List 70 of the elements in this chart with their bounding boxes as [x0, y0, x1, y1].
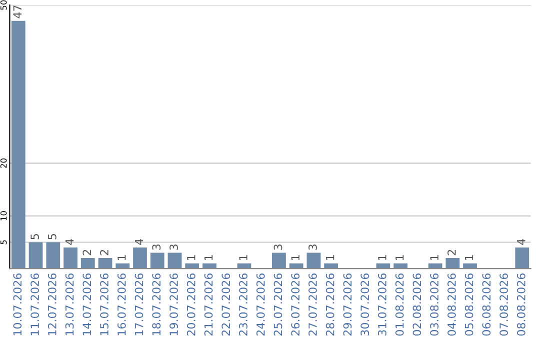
data-label: 4 — [134, 238, 144, 245]
x-tick-label: 31.07.2026 — [378, 273, 386, 336]
y-tick-label: 10 — [0, 211, 7, 220]
x-tick-label: 26.07.2026 — [291, 273, 300, 336]
x-tick-label: 14.07.2026 — [82, 273, 92, 336]
bar — [28, 242, 43, 269]
x-tick-label: 05.08.2026 — [464, 273, 474, 336]
bar — [80, 258, 95, 269]
bar — [272, 252, 286, 269]
data-label: 1 — [396, 255, 404, 260]
bar — [98, 258, 112, 269]
x-tick-label: 28.07.2026 — [326, 273, 334, 336]
x-tick-label: 17.07.2026 — [134, 273, 144, 336]
x-tick-label: 06.08.2026 — [482, 273, 491, 336]
x-tick-label: 21.07.2026 — [204, 273, 213, 336]
y-tick-label: 50 — [0, 0, 7, 10]
bar — [515, 248, 530, 269]
data-label: 5 — [48, 234, 56, 240]
data-label: 3 — [308, 244, 317, 250]
x-tick-label: 08.08.2026 — [516, 273, 526, 336]
bar — [46, 242, 60, 269]
x-tick-label: 02.08.2026 — [412, 273, 422, 336]
data-label: 3 — [152, 244, 161, 250]
x-tick-label: 22.07.2026 — [222, 273, 230, 336]
x-tick-label: 18.07.2026 — [152, 273, 161, 336]
x-tick-label: 29.07.2026 — [343, 273, 352, 336]
bar — [306, 252, 321, 269]
data-label: 2 — [447, 250, 456, 256]
x-tick-label: 20.07.2026 — [186, 273, 196, 336]
bar — [133, 248, 147, 269]
bar — [64, 248, 78, 269]
x-tick-label: 07.08.2026 — [500, 273, 508, 336]
y-tick-label: 20 — [0, 158, 7, 168]
x-tick-label: 13.07.2026 — [65, 273, 74, 336]
x-tick-label: 23.07.2026 — [239, 273, 248, 336]
x-tick-label: 30.07.2026 — [360, 273, 370, 336]
data-label: 2 — [82, 250, 91, 256]
x-tick-label: 11.07.2026 — [30, 273, 39, 336]
bar — [150, 252, 164, 269]
data-label: 1 — [378, 255, 386, 260]
y-tick-label: 5 — [0, 240, 7, 244]
data-label: 1 — [118, 255, 126, 260]
x-tick-label: 10.07.2026 — [13, 273, 22, 336]
x-tick-label: 27.07.2026 — [308, 273, 317, 336]
data-label: 3 — [274, 244, 282, 250]
data-label: 1 — [464, 255, 474, 260]
data-label: 2 — [100, 250, 108, 256]
bar — [168, 252, 182, 269]
data-label: 1 — [239, 255, 248, 260]
x-tick-label: 16.07.2026 — [117, 273, 126, 336]
data-label: 4 — [517, 238, 526, 245]
data-label: 5 — [30, 234, 39, 240]
data-label: 1 — [204, 255, 213, 260]
data-label: 4 — [65, 238, 74, 245]
data-label: 47 — [13, 6, 22, 18]
x-tick-label: 25.07.2026 — [274, 273, 282, 336]
bar — [11, 20, 26, 269]
data-label: 1 — [291, 255, 300, 260]
bar — [446, 258, 460, 269]
x-tick-label: 24.07.2026 — [256, 273, 265, 336]
data-label: 1 — [187, 255, 196, 260]
data-label: 3 — [170, 244, 178, 250]
x-tick-label: 04.08.2026 — [447, 273, 456, 336]
data-label: 1 — [326, 255, 334, 260]
x-tick-label: 01.08.2026 — [395, 273, 404, 336]
x-tick-label: 12.07.2026 — [48, 273, 56, 336]
data-label: 1 — [430, 255, 438, 260]
x-tick-label: 15.07.2026 — [100, 273, 108, 336]
x-tick-label: 19.07.2026 — [170, 273, 178, 336]
x-tick-label: 03.08.2026 — [430, 273, 439, 336]
